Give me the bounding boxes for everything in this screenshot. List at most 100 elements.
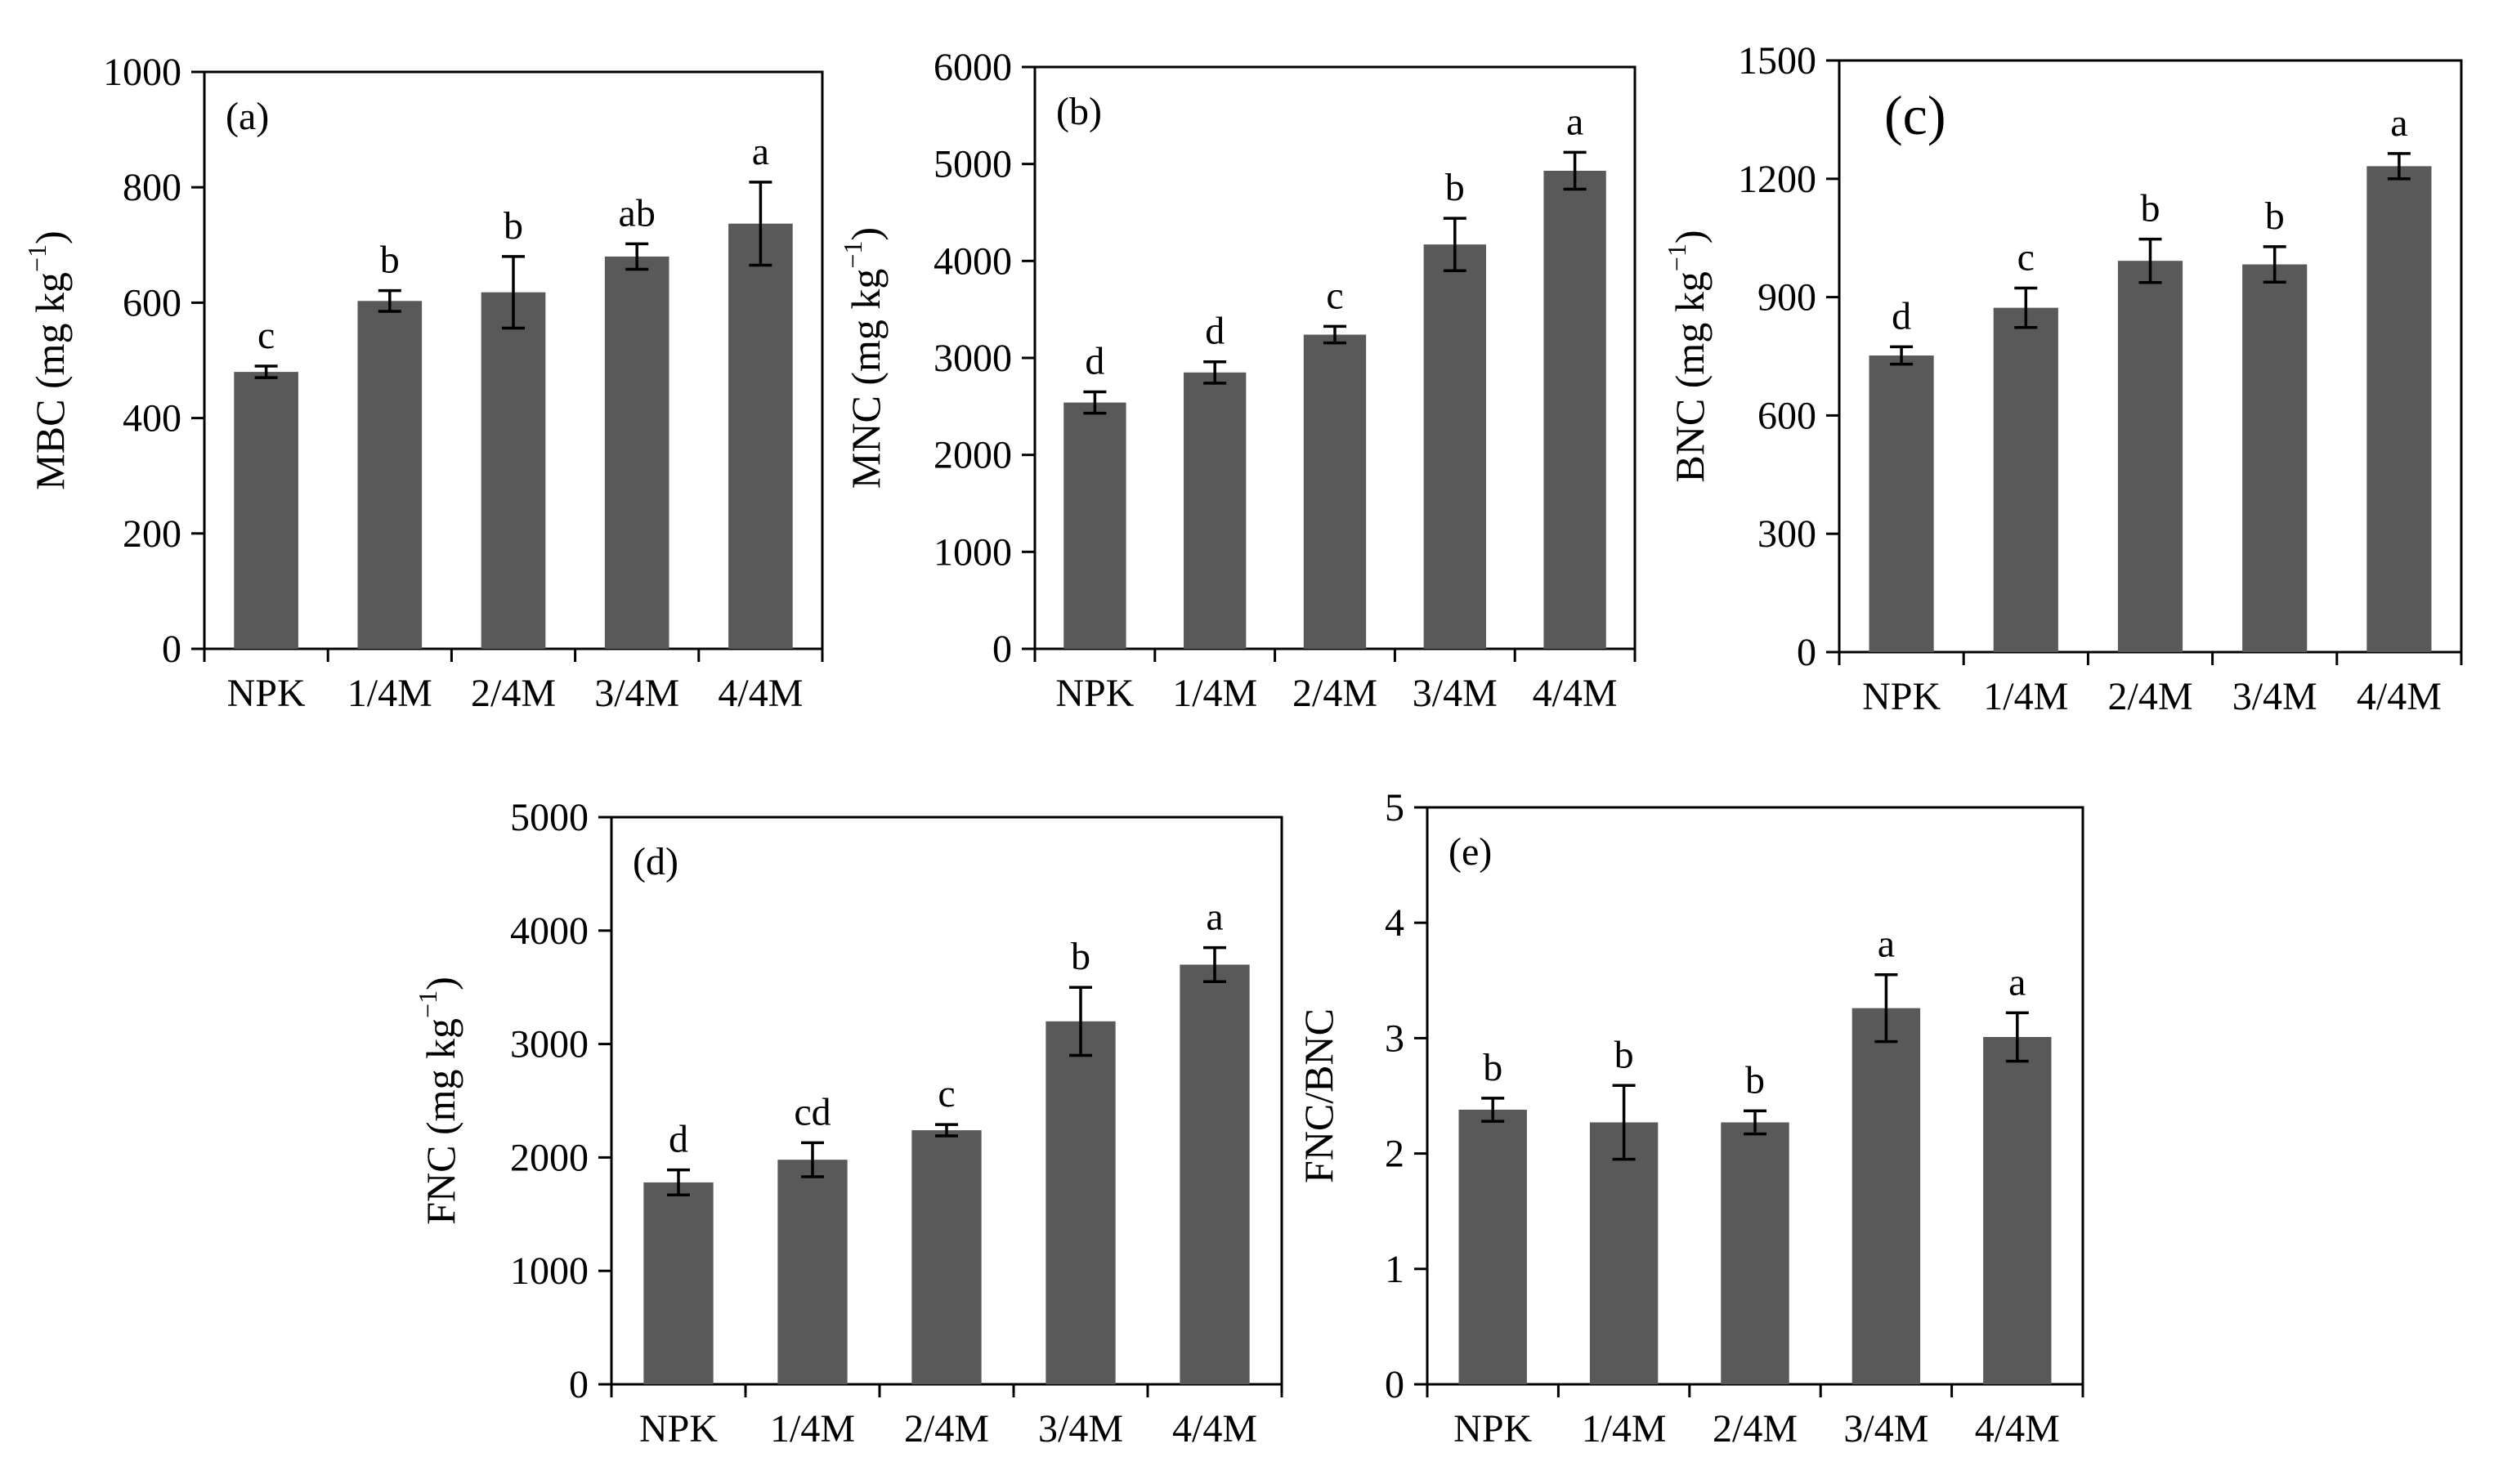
panel-label: (d) bbox=[633, 840, 678, 883]
error-bar-NPK bbox=[1481, 1097, 1505, 1123]
significance-label: b bbox=[1745, 1058, 1765, 1102]
significance-label: a bbox=[2390, 101, 2407, 145]
error-bar-4/4M bbox=[1563, 150, 1587, 191]
y-axis-label-close: ) bbox=[418, 977, 463, 990]
significance-label: b bbox=[1071, 935, 1090, 978]
y-axis-label-superscript: −1 bbox=[1662, 244, 1691, 271]
significance-label: a bbox=[1566, 100, 1583, 143]
y-axis-label-main: MNC (mg kg bbox=[843, 269, 889, 489]
y-tick-label: 200 bbox=[123, 512, 181, 556]
bar-4/4M bbox=[2366, 166, 2432, 652]
x-category-label: 1/4M bbox=[770, 1407, 855, 1450]
y-axis-label-close: ) bbox=[1667, 230, 1713, 244]
y-tick-label: 600 bbox=[123, 281, 181, 324]
y-tick-label: 2000 bbox=[934, 434, 1012, 477]
significance-label: a bbox=[1206, 896, 1223, 939]
y-tick-label: 0 bbox=[992, 628, 1012, 671]
y-tick-label: 3000 bbox=[510, 1023, 589, 1066]
x-category-label: 3/4M bbox=[1843, 1407, 1928, 1450]
error-bar-3/4M bbox=[1443, 217, 1466, 272]
y-tick-label: 1000 bbox=[103, 51, 181, 94]
x-category-label: 2/4M bbox=[2107, 675, 2192, 718]
significance-label: b bbox=[1614, 1033, 1634, 1076]
y-tick-label: 300 bbox=[1757, 512, 1816, 556]
bar-1/4M bbox=[1184, 372, 1247, 649]
y-tick-label: 2 bbox=[1385, 1133, 1404, 1176]
y-axis-label-close: ) bbox=[27, 230, 73, 244]
x-category-label: 1/4M bbox=[1172, 672, 1257, 715]
x-category-label: 1/4M bbox=[347, 672, 432, 715]
y-axis-label: MNC (mg kg−1) bbox=[838, 227, 889, 489]
significance-label: ab bbox=[619, 191, 656, 235]
chart-panel-5: 0 1 2 3 4 5 b NPK b 1/4M b 2/4M a 3/4M a 4/4M (e) FNC/BNC bbox=[1296, 786, 2084, 1450]
significance-label: a bbox=[2008, 960, 2026, 1003]
bar-1/4M bbox=[357, 301, 423, 649]
y-axis-label-main: FNC (mg kg bbox=[418, 1018, 463, 1225]
significance-label: c bbox=[1326, 274, 1343, 317]
y-tick-label: 0 bbox=[1797, 631, 1816, 674]
error-bar-1/4M bbox=[1612, 1084, 1636, 1161]
bar-4/4M bbox=[1983, 1036, 2052, 1384]
x-category-label: 4/4M bbox=[1975, 1407, 2060, 1450]
chart-panel-1: 0 200 400 600 800 1000 c NPK b 1/4M b 2/4M ab 3/4M a 4/… bbox=[22, 51, 824, 715]
y-tick-label: 0 bbox=[162, 628, 181, 671]
x-category-label: 2/4M bbox=[1292, 672, 1377, 715]
y-axis-label-main: FNC/BNC bbox=[1296, 1008, 1341, 1183]
significance-label: c bbox=[257, 314, 275, 357]
significance-label: c bbox=[2017, 235, 2035, 279]
y-axis-label-main: MBC (mg kg bbox=[27, 272, 73, 490]
significance-label: b bbox=[1483, 1046, 1502, 1089]
bar-4/4M bbox=[1180, 964, 1250, 1384]
x-category-label: 4/4M bbox=[1172, 1407, 1257, 1450]
bar-2/4M bbox=[2117, 261, 2183, 652]
significance-label: d bbox=[1085, 340, 1104, 383]
bar-3/4M bbox=[1851, 1008, 1921, 1384]
error-bar-1/4M bbox=[801, 1141, 824, 1178]
significance-label: c bbox=[938, 1072, 955, 1115]
error-bar-4/4M bbox=[1203, 945, 1226, 984]
x-category-label: 2/4M bbox=[1713, 1407, 1798, 1450]
chart-panel-3: 0 300 600 900 1200 1500 d NPK c 1/4M b 2/4M b 3/4M a 4/… bbox=[1662, 39, 2463, 718]
error-bar-3/4M bbox=[625, 242, 649, 271]
y-axis-label-superscript: −1 bbox=[22, 244, 51, 272]
x-category-label: 2/4M bbox=[471, 672, 556, 715]
bar-2/4M bbox=[911, 1130, 982, 1384]
significance-label: b bbox=[504, 204, 523, 248]
y-tick-label: 5000 bbox=[510, 796, 589, 839]
significance-label: b bbox=[1445, 166, 1465, 209]
bar-3/4M bbox=[2242, 264, 2308, 652]
y-tick-label: 0 bbox=[1385, 1363, 1404, 1406]
y-axis-label-superscript: −1 bbox=[413, 990, 442, 1018]
significance-label: d bbox=[669, 1118, 688, 1161]
y-tick-label: 2000 bbox=[510, 1136, 589, 1179]
panel-label: (c) bbox=[1884, 84, 1945, 146]
bar-NPK bbox=[1063, 402, 1126, 649]
error-bar-2/4M bbox=[2138, 237, 2162, 284]
significance-label: cd bbox=[794, 1090, 831, 1133]
y-axis-label-main: BNC (mg kg bbox=[1667, 271, 1713, 482]
y-tick-label: 5000 bbox=[934, 143, 1012, 186]
error-bar-NPK bbox=[1083, 390, 1107, 415]
x-category-label: NPK bbox=[1862, 675, 1941, 718]
error-bar-1/4M bbox=[378, 288, 401, 313]
bar-NPK bbox=[234, 372, 298, 649]
y-tick-label: 4000 bbox=[934, 239, 1012, 283]
significance-label: d bbox=[1205, 310, 1225, 353]
y-axis-label-close: ) bbox=[843, 227, 889, 241]
significance-label: b bbox=[2141, 187, 2160, 230]
significance-label: d bbox=[1892, 294, 1911, 337]
panel-label: (e) bbox=[1448, 830, 1492, 874]
error-bar-1/4M bbox=[1203, 360, 1227, 385]
y-tick-label: 1 bbox=[1385, 1248, 1404, 1291]
y-tick-label: 4000 bbox=[510, 910, 589, 953]
x-category-label: 3/4M bbox=[2232, 675, 2317, 718]
bar-1/4M bbox=[777, 1160, 848, 1384]
y-axis-label: BNC (mg kg−1) bbox=[1662, 230, 1713, 482]
chart-panel-2: 0 1000 2000 3000 4000 5000 6000 d NPK d 1/4M c 2/4M b… bbox=[838, 46, 1637, 715]
y-tick-label: 5 bbox=[1385, 786, 1404, 829]
panel-label: (a) bbox=[226, 95, 269, 138]
y-axis-label: FNC/BNC bbox=[1296, 1008, 1341, 1183]
x-category-label: 3/4M bbox=[1038, 1407, 1123, 1450]
y-tick-label: 0 bbox=[569, 1363, 589, 1406]
x-category-label: 3/4M bbox=[1413, 672, 1498, 715]
